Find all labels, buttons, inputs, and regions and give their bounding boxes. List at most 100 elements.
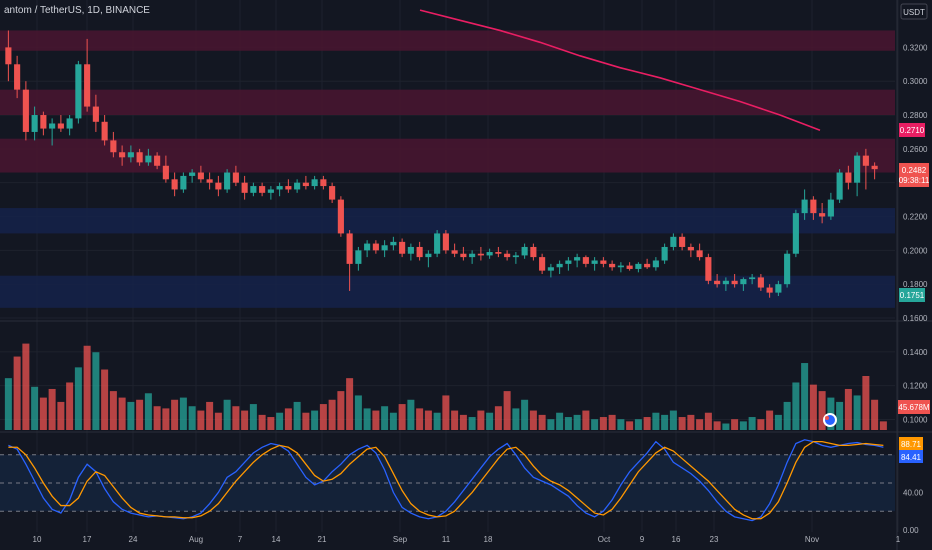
candle-body <box>416 246 423 258</box>
volume-bar <box>836 401 844 430</box>
time-tick-label: 23 <box>710 535 719 544</box>
candle-body <box>215 182 222 190</box>
volume-bar <box>853 395 861 430</box>
volume-bar <box>573 414 581 430</box>
candle-body <box>757 277 764 288</box>
support-level-badge <box>899 288 925 302</box>
support-zone <box>0 208 895 234</box>
candle-body <box>486 252 493 256</box>
candle-body <box>442 233 449 251</box>
candle-body <box>705 257 712 281</box>
candle-body <box>845 172 852 183</box>
volume-bar <box>57 401 65 430</box>
volume-bar <box>31 386 39 430</box>
volume-bar <box>643 417 651 430</box>
volume-bar <box>652 412 660 430</box>
candle-body <box>714 280 721 285</box>
replay-icon[interactable] <box>823 413 837 427</box>
volume-bar <box>197 410 205 430</box>
candle-body <box>425 253 432 258</box>
candle-body <box>749 277 756 280</box>
volume-bar <box>101 369 109 430</box>
candle-body <box>451 250 458 254</box>
time-tick-label: 9 <box>640 535 645 544</box>
volume-bar <box>669 410 677 430</box>
volume-bar <box>214 412 222 430</box>
volume-bar <box>713 421 721 430</box>
volume-bar <box>862 376 870 430</box>
stoch-axis: 40.00 0.00 <box>903 488 924 535</box>
time-tick-label: 21 <box>318 535 327 544</box>
volume-bar <box>678 417 686 430</box>
volume-bar <box>529 410 537 430</box>
volume-bar <box>407 399 415 430</box>
candle-body <box>644 263 651 268</box>
candle-body <box>775 284 782 293</box>
volume-bar <box>179 397 187 430</box>
volume-bar <box>127 401 135 430</box>
time-axis[interactable]: 10 17 24 Aug 7 14 21 Sep 11 18 Oct 9 16 23 Nov 1 <box>33 535 901 544</box>
candle-body <box>495 252 502 254</box>
volume-bar <box>538 414 546 430</box>
candle-body <box>434 233 441 254</box>
volume-bar <box>739 421 747 430</box>
volume-bar <box>232 406 240 430</box>
candle-body <box>311 179 318 187</box>
volume-bar <box>389 412 397 430</box>
time-tick-label: 14 <box>272 535 281 544</box>
volume-bar <box>748 417 756 430</box>
currency-label: USDT <box>903 8 925 17</box>
candle-body <box>600 260 607 264</box>
volume-bar <box>13 356 21 430</box>
volume-bar <box>48 388 56 430</box>
candle-body <box>530 246 537 258</box>
candle-body <box>259 186 266 193</box>
candle-body <box>871 165 878 170</box>
candle-body <box>241 182 248 193</box>
candle-body <box>136 152 143 163</box>
volume-value-text: 45.678M <box>898 403 929 412</box>
candle-body <box>197 172 204 180</box>
candle-body <box>784 253 791 285</box>
candle-body <box>512 255 519 258</box>
support-level-text: 0.1751 <box>900 291 925 300</box>
volume-bar <box>757 419 765 430</box>
volume-bar <box>66 382 74 430</box>
price-tick-label: 0.2000 <box>903 246 928 255</box>
volume-bar <box>521 399 529 430</box>
volume-bar <box>302 412 310 430</box>
candle-body <box>504 253 511 258</box>
volume-bar <box>144 393 152 430</box>
candle-body <box>827 199 834 217</box>
candle-body <box>57 123 64 129</box>
volume-bar <box>337 391 345 430</box>
volume-bar <box>328 399 336 430</box>
candle-body <box>267 189 274 193</box>
candle-body <box>145 155 152 163</box>
volume-bar <box>844 388 852 430</box>
volume-bar <box>459 414 467 430</box>
stoch-d-text: 88.71 <box>901 440 922 449</box>
volume-bar <box>792 382 800 430</box>
stoch-k-badge <box>899 450 923 463</box>
candle-body <box>294 182 301 190</box>
candle-body <box>302 182 309 187</box>
candle-body <box>390 241 397 246</box>
candle-body <box>565 260 572 264</box>
volume-bar <box>223 399 231 430</box>
volume-bar <box>556 412 564 430</box>
volume-bar <box>617 419 625 430</box>
volume-bar <box>354 395 362 430</box>
volume-bar <box>267 417 275 430</box>
candle-body <box>49 123 56 129</box>
candle-body <box>31 115 38 132</box>
volume-bar <box>696 419 704 430</box>
price-zones <box>0 30 895 308</box>
time-tick-label: 10 <box>33 535 42 544</box>
candle-body <box>5 47 12 65</box>
candle-body <box>119 152 126 158</box>
currency-button[interactable] <box>900 3 928 20</box>
candle-body <box>407 246 414 254</box>
candle-body <box>652 260 659 268</box>
